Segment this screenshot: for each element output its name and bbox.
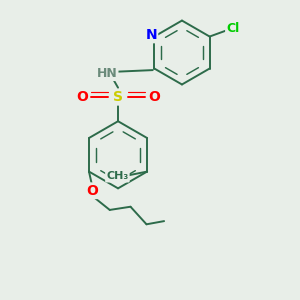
Text: Cl: Cl <box>226 22 240 35</box>
Text: CH₃: CH₃ <box>106 171 128 182</box>
Text: O: O <box>76 90 88 104</box>
Text: O: O <box>148 90 160 104</box>
Text: O: O <box>86 184 98 198</box>
Text: N: N <box>145 28 157 42</box>
Text: HN: HN <box>97 67 117 80</box>
Text: S: S <box>113 90 123 104</box>
